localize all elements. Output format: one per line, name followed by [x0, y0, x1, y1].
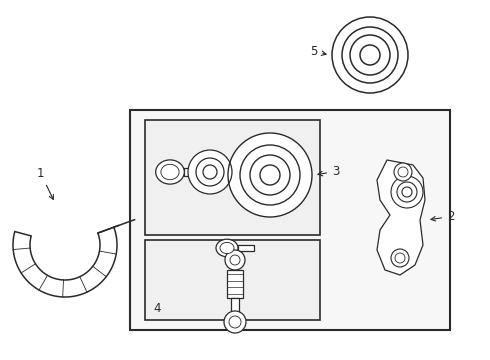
Bar	[238, 245, 254, 251]
Ellipse shape	[220, 242, 234, 253]
Text: 2: 2	[431, 210, 455, 223]
Circle shape	[391, 176, 423, 208]
Text: 5: 5	[310, 45, 326, 58]
Circle shape	[394, 163, 412, 181]
Circle shape	[391, 249, 409, 267]
Circle shape	[228, 133, 312, 217]
Bar	[184, 168, 206, 176]
Bar	[130, 110, 450, 330]
Circle shape	[225, 250, 245, 270]
Bar	[227, 270, 243, 298]
Circle shape	[229, 316, 241, 328]
Polygon shape	[377, 160, 425, 275]
Ellipse shape	[156, 160, 184, 184]
Circle shape	[224, 311, 246, 333]
Ellipse shape	[161, 164, 179, 180]
Circle shape	[395, 253, 405, 263]
Circle shape	[230, 255, 240, 265]
Text: 1: 1	[37, 167, 53, 199]
Circle shape	[332, 17, 408, 93]
Bar	[145, 120, 320, 235]
Circle shape	[188, 150, 232, 194]
Text: 4: 4	[153, 302, 161, 315]
Polygon shape	[13, 227, 117, 297]
Text: 3: 3	[318, 165, 340, 178]
Bar	[145, 240, 320, 320]
Ellipse shape	[216, 239, 238, 257]
Circle shape	[398, 167, 408, 177]
Bar	[231, 298, 239, 312]
